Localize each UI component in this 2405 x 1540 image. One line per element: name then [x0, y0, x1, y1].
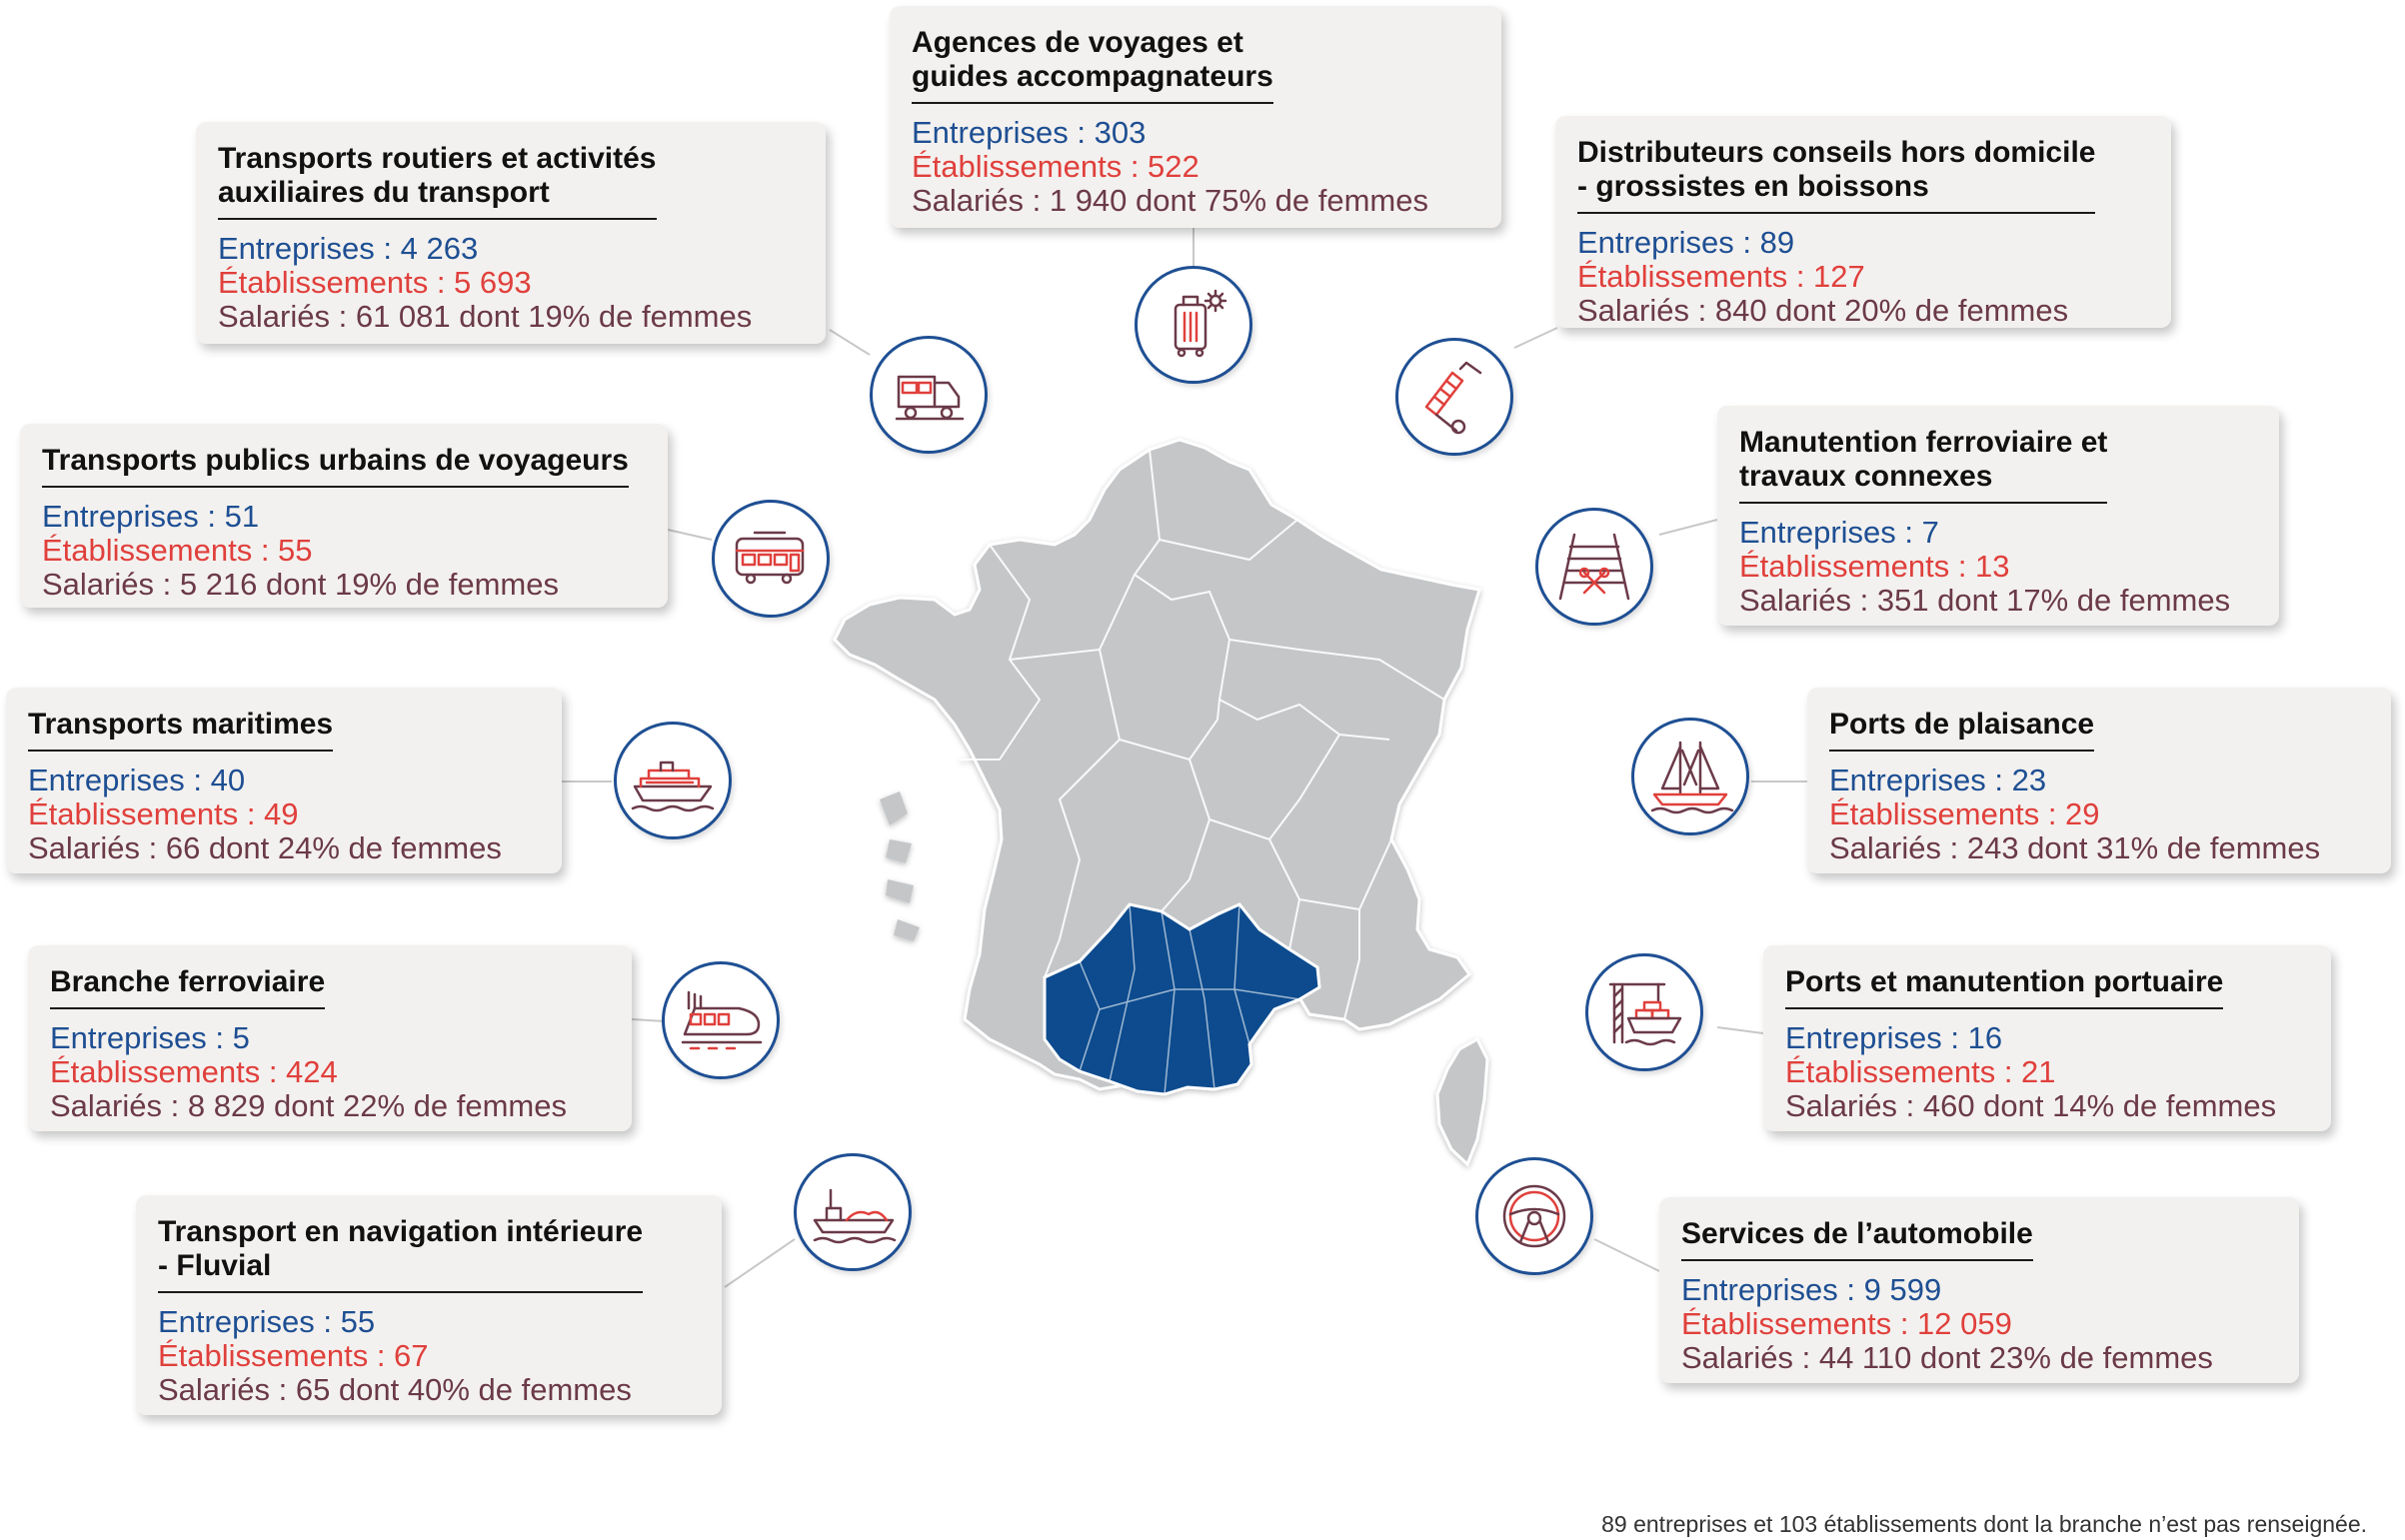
- hand-truck-icon: [1395, 338, 1513, 456]
- map-island-4: [894, 919, 920, 941]
- ship-icon: [614, 722, 732, 839]
- region-occitanie: [1043, 902, 1321, 1096]
- card-title: Transports maritimes: [28, 708, 334, 752]
- card-transports-routiers: Transports routiers et activités auxilia…: [196, 122, 826, 344]
- card-ports-de-plaisance: Ports de plaisance Entreprises : 23 Étab…: [1807, 688, 2391, 873]
- map-island-2: [886, 839, 912, 863]
- card-navigation-interieure: Transport en navigation intérieure - Flu…: [136, 1195, 722, 1415]
- bus-icon: [712, 500, 830, 618]
- railway-tools-icon: [1535, 508, 1653, 626]
- card-title: Distributeurs conseils hors domicile - g…: [1577, 136, 2096, 214]
- entreprises-count: Entreprises : 16: [1785, 1020, 2003, 1055]
- map-island-1: [880, 791, 908, 825]
- entreprises-count: Entreprises : 303: [912, 115, 1147, 150]
- card-transports-publics-urbains: Transports publics urbains de voyageurs …: [20, 424, 668, 608]
- etablissements-count: Établissements : 49: [28, 796, 299, 831]
- map-corsica: [1435, 1036, 1489, 1167]
- entreprises-count: Entreprises : 40: [28, 763, 246, 797]
- salaries-count: Salariés : 460 dont 14% de femmes: [1785, 1088, 2277, 1123]
- entreprises-count: Entreprises : 9 599: [1681, 1272, 1942, 1307]
- card-title: Agences de voyages et guides accompagnat…: [912, 26, 1273, 104]
- card-title: Services de l’automobile: [1681, 1217, 2033, 1261]
- card-transports-maritimes: Transports maritimes Entreprises : 40 Ét…: [6, 688, 562, 873]
- entreprises-count: Entreprises : 55: [158, 1304, 376, 1339]
- etablissements-count: Établissements : 55: [42, 533, 313, 568]
- steering-wheel-icon: [1475, 1157, 1593, 1275]
- card-title: Transports routiers et activités auxilia…: [218, 142, 657, 220]
- etablissements-count: Établissements : 29: [1829, 796, 2100, 831]
- salaries-count: Salariés : 351 dont 17% de femmes: [1739, 583, 2231, 618]
- card-agences-de-voyages: Agences de voyages et guides accompagnat…: [890, 6, 1501, 228]
- etablissements-count: Établissements : 424: [50, 1054, 338, 1089]
- train-icon: [662, 961, 780, 1079]
- entreprises-count: Entreprises : 23: [1829, 763, 2047, 797]
- entreprises-count: Entreprises : 51: [42, 499, 260, 534]
- footnote: 89 entreprises et 103 établissements don…: [1601, 1511, 2367, 1537]
- map-island-3: [886, 879, 914, 903]
- truck-icon: [870, 336, 988, 454]
- card-services-automobile: Services de l’automobile Entreprises : 9…: [1659, 1197, 2299, 1383]
- salaries-count: Salariés : 61 081 dont 19% de femmes: [218, 299, 753, 334]
- salaries-count: Salariés : 1 940 dont 75% de femmes: [912, 183, 1428, 218]
- sailboat-icon: [1631, 718, 1749, 835]
- salaries-count: Salariés : 44 110 dont 23% de femmes: [1681, 1340, 2213, 1375]
- etablissements-count: Établissements : 12 059: [1681, 1306, 2012, 1341]
- salaries-count: Salariés : 243 dont 31% de femmes: [1829, 830, 2321, 865]
- card-title: Ports et manutention portuaire: [1785, 965, 2224, 1009]
- etablissements-count: Établissements : 21: [1785, 1054, 2056, 1089]
- card-title: Manutention ferroviaire et travaux conne…: [1739, 426, 2108, 504]
- port-crane-icon: [1585, 953, 1703, 1071]
- entreprises-count: Entreprises : 7: [1739, 515, 1939, 550]
- card-title: Ports de plaisance: [1829, 708, 2095, 752]
- barge-icon: [794, 1153, 912, 1271]
- card-ports-manutention-portuaire: Ports et manutention portuaire Entrepris…: [1763, 945, 2331, 1131]
- etablissements-count: Établissements : 127: [1577, 259, 1865, 294]
- entreprises-count: Entreprises : 5: [50, 1020, 250, 1055]
- card-title: Branche ferroviaire: [50, 965, 326, 1009]
- salaries-count: Salariés : 66 dont 24% de femmes: [28, 830, 502, 865]
- etablissements-count: Établissements : 13: [1739, 549, 2010, 584]
- salaries-count: Salariés : 5 216 dont 19% de femmes: [42, 567, 559, 602]
- salaries-count: Salariés : 8 829 dont 22% de femmes: [50, 1088, 567, 1123]
- card-distributeurs-conseils: Distributeurs conseils hors domicile - g…: [1555, 116, 2171, 328]
- etablissements-count: Établissements : 522: [912, 149, 1200, 184]
- entreprises-count: Entreprises : 4 263: [218, 231, 479, 266]
- card-manutention-ferroviaire: Manutention ferroviaire et travaux conne…: [1717, 406, 2279, 626]
- salaries-count: Salariés : 840 dont 20% de femmes: [1577, 293, 2069, 328]
- entreprises-count: Entreprises : 89: [1577, 225, 1795, 260]
- etablissements-count: Établissements : 5 693: [218, 265, 532, 300]
- salaries-count: Salariés : 65 dont 40% de femmes: [158, 1372, 632, 1407]
- card-title: Transport en navigation intérieure - Flu…: [158, 1215, 644, 1293]
- etablissements-count: Établissements : 67: [158, 1338, 429, 1373]
- card-title: Transports publics urbains de voyageurs: [42, 444, 629, 488]
- card-branche-ferroviaire: Branche ferroviaire Entreprises : 5 Étab…: [28, 945, 632, 1131]
- luggage-icon: [1135, 266, 1252, 384]
